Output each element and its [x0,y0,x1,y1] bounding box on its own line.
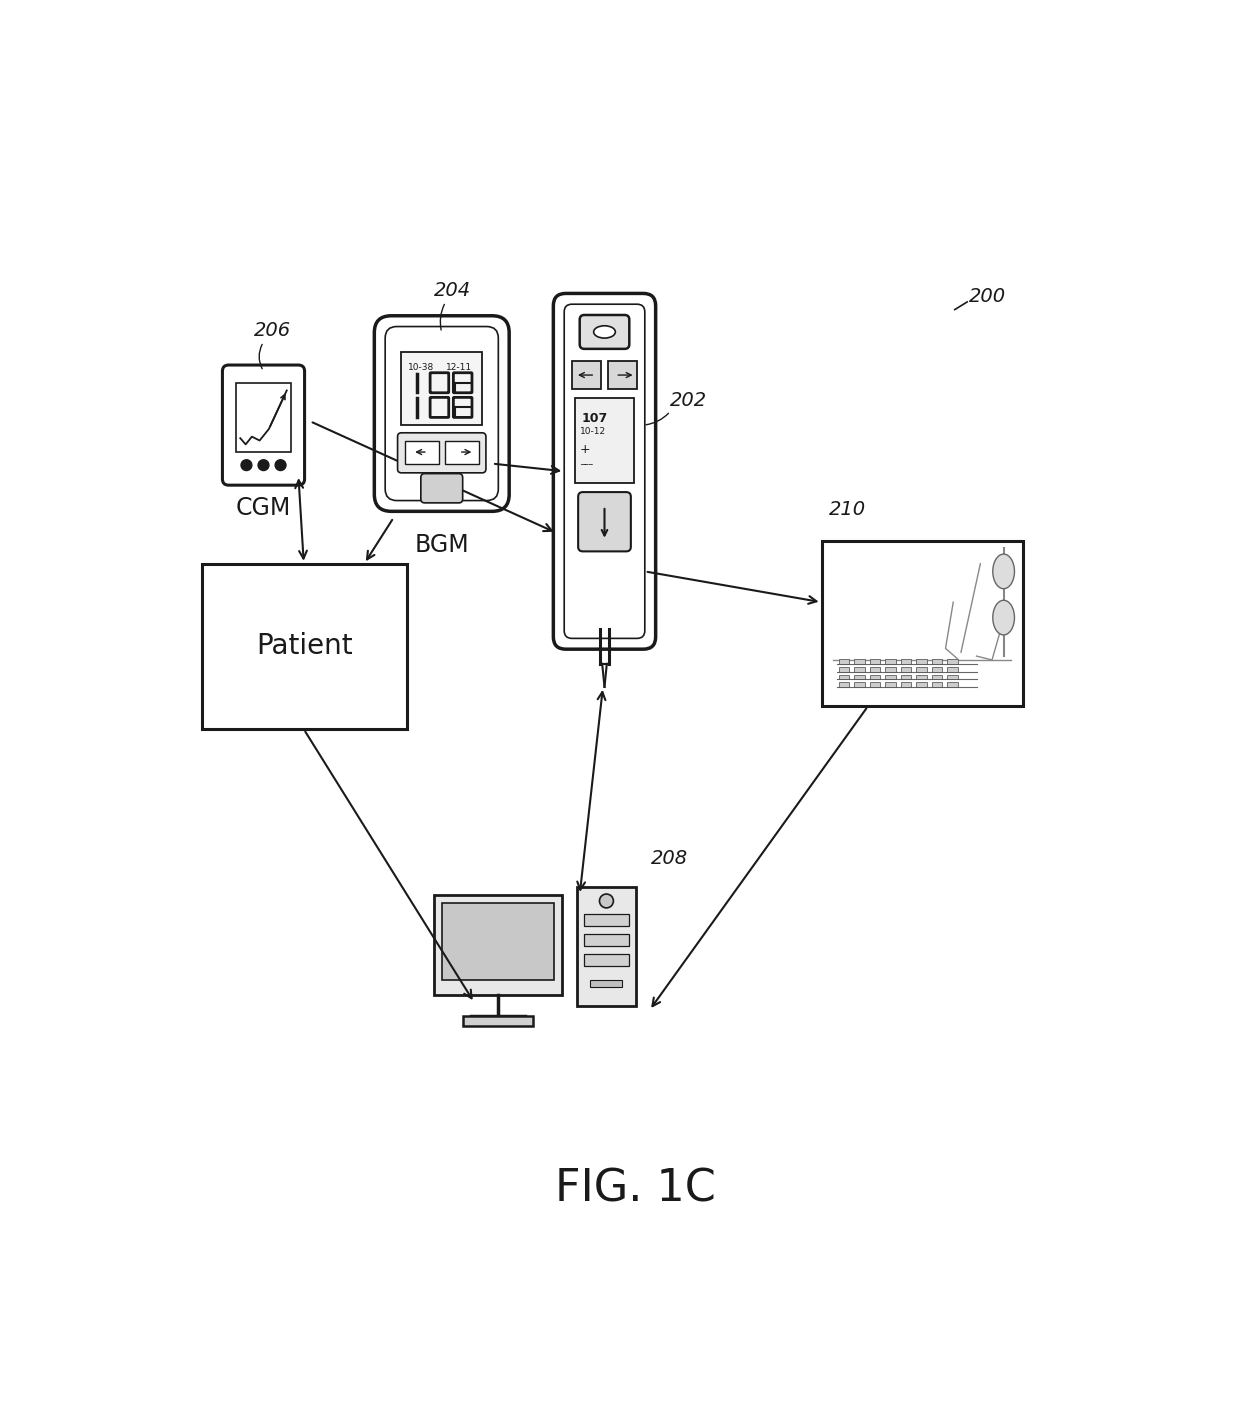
FancyBboxPatch shape [374,316,510,512]
Bar [402,352,482,425]
Bar [575,398,634,483]
Bar [838,660,849,664]
Bar [838,683,849,687]
Bar [578,888,635,1006]
Bar [854,674,866,680]
Bar [916,674,928,680]
FancyBboxPatch shape [454,398,472,418]
Bar [590,979,622,988]
Bar [869,660,880,664]
Bar [838,667,849,671]
Bar [931,660,942,664]
Bar [900,674,911,680]
Bar [947,667,959,671]
Bar [885,683,895,687]
Circle shape [275,460,286,470]
Ellipse shape [993,600,1014,636]
Bar [916,683,928,687]
Text: BGM: BGM [414,533,469,557]
Bar [584,955,630,966]
Bar [885,674,895,680]
Bar [854,667,866,671]
Bar [441,902,554,979]
Bar [900,683,911,687]
Bar [916,667,928,671]
FancyBboxPatch shape [578,492,631,551]
Ellipse shape [594,326,615,338]
Bar [931,683,942,687]
Ellipse shape [993,554,1014,589]
Text: 10-12: 10-12 [580,428,606,436]
Bar [869,674,880,680]
Bar [445,440,479,463]
Text: +: + [580,443,590,456]
Text: 12-11: 12-11 [446,363,472,372]
Bar [900,667,911,671]
Text: 206: 206 [254,322,291,341]
Bar [947,674,959,680]
Bar [885,660,895,664]
Bar [201,564,407,730]
Bar [931,667,942,671]
Circle shape [599,893,614,908]
Bar [885,667,895,671]
FancyBboxPatch shape [564,304,645,638]
Bar [931,674,942,680]
Circle shape [258,460,269,470]
Bar [584,913,630,926]
Bar [572,361,601,389]
FancyBboxPatch shape [430,398,449,418]
Bar [947,660,959,664]
Text: FIG. 1C: FIG. 1C [556,1167,715,1210]
FancyBboxPatch shape [430,373,449,393]
FancyBboxPatch shape [222,365,305,485]
Bar [869,683,880,687]
FancyBboxPatch shape [420,473,463,503]
Bar [947,683,959,687]
Text: 208: 208 [651,849,688,868]
Text: CGM: CGM [236,496,291,520]
Text: 210: 210 [830,500,867,519]
Circle shape [241,460,252,470]
Bar [463,1016,533,1026]
Bar [584,933,630,946]
Bar [404,440,439,463]
Bar [916,660,928,664]
Bar [237,383,290,452]
Bar [854,660,866,664]
FancyBboxPatch shape [398,433,486,473]
Text: 10-38: 10-38 [408,363,434,372]
Bar [838,674,849,680]
Text: Patient: Patient [255,633,352,660]
FancyBboxPatch shape [454,373,472,393]
Bar [869,667,880,671]
Text: 200: 200 [968,286,1006,306]
Bar [608,361,637,389]
Bar [854,683,866,687]
Text: 204: 204 [434,281,471,301]
Bar [434,895,562,995]
FancyBboxPatch shape [580,315,629,349]
Text: ___: ___ [580,456,593,465]
FancyBboxPatch shape [386,326,498,500]
Text: 107: 107 [582,412,608,425]
Bar [900,660,911,664]
Bar [821,540,1023,707]
FancyBboxPatch shape [553,294,656,650]
Text: 202: 202 [671,390,708,410]
